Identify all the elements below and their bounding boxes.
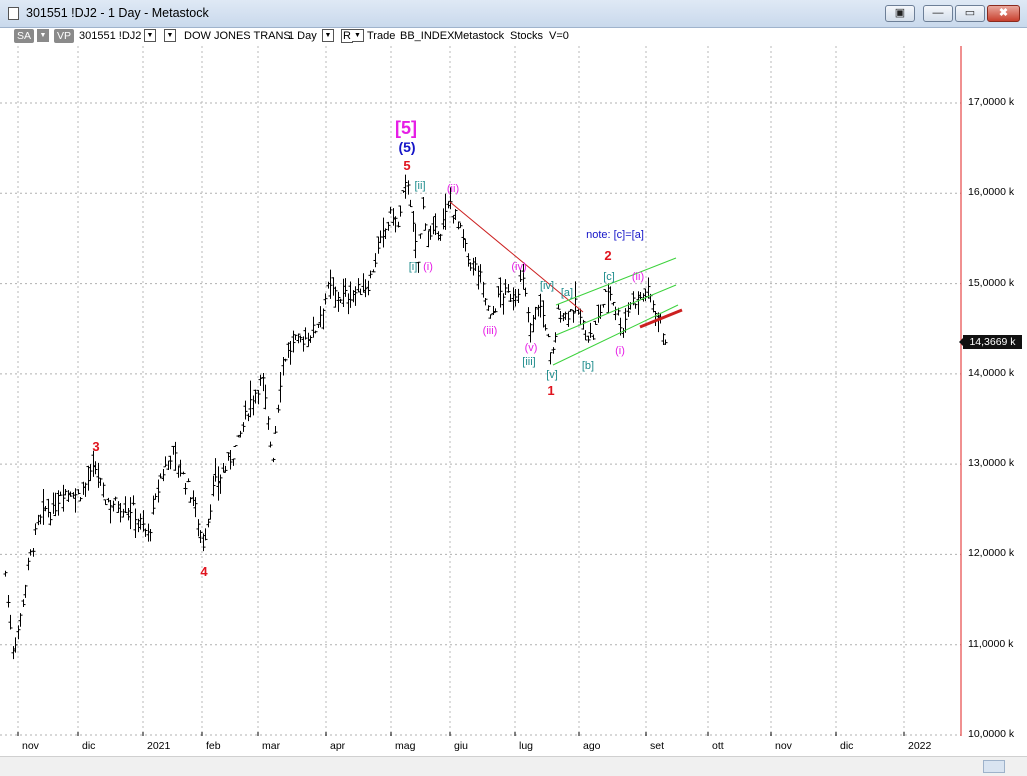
horizontal-scrollbar[interactable] bbox=[0, 756, 1027, 776]
wave-label-2: 2 bbox=[604, 248, 611, 263]
price-tick-label: 12,0000 k bbox=[968, 547, 1015, 560]
date-tick-label: 2021 bbox=[147, 740, 171, 752]
date-tick-label: apr bbox=[330, 740, 346, 752]
wave-label-4: 4 bbox=[200, 564, 208, 579]
symbol-dropdown-icon[interactable]: ▼ bbox=[144, 29, 156, 42]
date-tick-label: 2022 bbox=[908, 740, 932, 752]
date-tick-label: ott bbox=[712, 740, 724, 752]
price-tick-label: 14,0000 k bbox=[968, 366, 1015, 379]
wave-label-3: 3 bbox=[92, 439, 99, 454]
wave-label-ii-paren: (ii) bbox=[447, 183, 459, 195]
note-label: note: [c]=[a] bbox=[586, 229, 644, 241]
chart-grid bbox=[0, 46, 961, 736]
minimize-button[interactable]: — bbox=[923, 5, 953, 22]
price-tick-label: 11,0000 k bbox=[968, 637, 1014, 650]
breakdown-marker-line bbox=[639, 308, 683, 329]
wave-label-iv-paren: (iv) bbox=[511, 261, 526, 273]
restore-layout-button[interactable]: ▣ bbox=[885, 5, 915, 22]
wave-label-c-box: [c] bbox=[603, 271, 615, 283]
wave-label-i-paren: (i) bbox=[423, 261, 433, 273]
date-tick-label: mar bbox=[262, 740, 281, 752]
r-dropdown-icon[interactable]: ▼ bbox=[352, 29, 364, 42]
window-title: 301551 !DJ2 - 1 Day - Metastock bbox=[26, 6, 209, 20]
scroll-thumb[interactable] bbox=[983, 760, 1005, 773]
wave-label-v-paren: (v) bbox=[525, 342, 538, 354]
wave-label-ii-paren-2: (ii) bbox=[632, 271, 644, 283]
chart-toolbar: SA ▼ VP 301551 !DJ2 ▼ ▼ DOW JONES TRANS … bbox=[0, 28, 1027, 46]
period-dropdown-icon[interactable]: ▼ bbox=[322, 29, 334, 42]
source-label: Metastock bbox=[454, 30, 505, 42]
wave-label-iv-box: [iv] bbox=[540, 280, 554, 292]
channel-upper-line bbox=[555, 257, 677, 306]
wave-label-intermediate-5: (5) bbox=[398, 139, 415, 155]
symbol-label: 301551 !DJ2 bbox=[79, 30, 142, 42]
date-tick-label: ago bbox=[583, 740, 601, 752]
v-label: V=0 bbox=[549, 30, 569, 42]
wave-label-b-box: [b] bbox=[582, 360, 594, 372]
date-tick-label: giu bbox=[454, 740, 469, 752]
price-chart[interactable]: [5](5) 5 3 4 1 2 [ii] [i] (i) (ii) (iii) (iv) (v) [ii… bbox=[0, 46, 962, 736]
date-tick-label: dic bbox=[840, 740, 854, 752]
date-tick-label: mag bbox=[395, 740, 416, 752]
wave-label-ii-box: [ii] bbox=[415, 180, 426, 192]
mode-label: Trade bbox=[367, 30, 396, 42]
sa-button[interactable]: SA bbox=[14, 29, 35, 43]
wave-label-v-box: [v] bbox=[546, 369, 558, 381]
security-name: DOW JONES TRANS bbox=[184, 30, 291, 42]
period-label: 1 Day bbox=[288, 30, 317, 42]
wave-labels: [5](5) 5 3 4 1 2 [ii] [i] (i) (ii) (iii) (iv) (v) [ii… bbox=[92, 118, 644, 579]
wave-label-a-box: [a] bbox=[561, 287, 573, 299]
date-tick-label: feb bbox=[206, 740, 221, 752]
sa-dropdown-icon[interactable]: ▼ bbox=[37, 29, 49, 42]
trend-lines bbox=[449, 201, 683, 366]
price-axis bbox=[962, 28, 1027, 736]
index-label: BB_INDEX bbox=[400, 30, 455, 42]
channel-middle-line bbox=[555, 284, 677, 336]
price-tick-label: 16,0000 k bbox=[968, 186, 1015, 199]
last-price-pointer bbox=[959, 337, 964, 347]
price-tick-label: 13,0000 k bbox=[968, 457, 1015, 470]
date-tick-label: set bbox=[650, 740, 665, 752]
wave-label-i-paren-2: (i) bbox=[615, 345, 625, 357]
wave-label-i-box: [i] bbox=[409, 261, 418, 273]
close-button[interactable]: ✖ bbox=[987, 5, 1020, 22]
wave-label-iii-box: [iii] bbox=[522, 356, 535, 368]
document-icon bbox=[8, 7, 19, 20]
channel-lower-line bbox=[552, 304, 679, 366]
price-tick-label: 15,0000 k bbox=[968, 276, 1015, 289]
downtrend-line bbox=[449, 201, 584, 313]
security-dropdown-icon[interactable]: ▼ bbox=[164, 29, 176, 42]
date-axis: nov dic 2021 feb mar apr mag giu lug ago set ott nov… bbox=[0, 736, 962, 756]
window-titlebar: 301551 !DJ2 - 1 Day - Metastock ▣ — ▭ ✖ bbox=[0, 0, 1027, 28]
date-tick-label: nov bbox=[775, 740, 792, 752]
last-price-badge: 14,3669 k bbox=[963, 335, 1022, 349]
wave-label-major-5: [5] bbox=[395, 118, 417, 138]
price-tick-label: 17,0000 k bbox=[968, 96, 1015, 108]
date-tick-label: dic bbox=[82, 740, 96, 752]
price-tick-label: 10,0000 k bbox=[968, 728, 1015, 740]
wave-label-iii-paren: (iii) bbox=[483, 325, 498, 337]
date-tick-label: lug bbox=[519, 740, 534, 752]
type-label: Stocks bbox=[510, 30, 544, 42]
wave-label-1: 1 bbox=[547, 383, 554, 398]
vp-button[interactable]: VP bbox=[54, 29, 75, 43]
maximize-button[interactable]: ▭ bbox=[955, 5, 985, 22]
price-bars bbox=[3, 174, 668, 660]
wave-label-5: 5 bbox=[403, 158, 410, 173]
date-tick-label: nov bbox=[22, 740, 39, 752]
